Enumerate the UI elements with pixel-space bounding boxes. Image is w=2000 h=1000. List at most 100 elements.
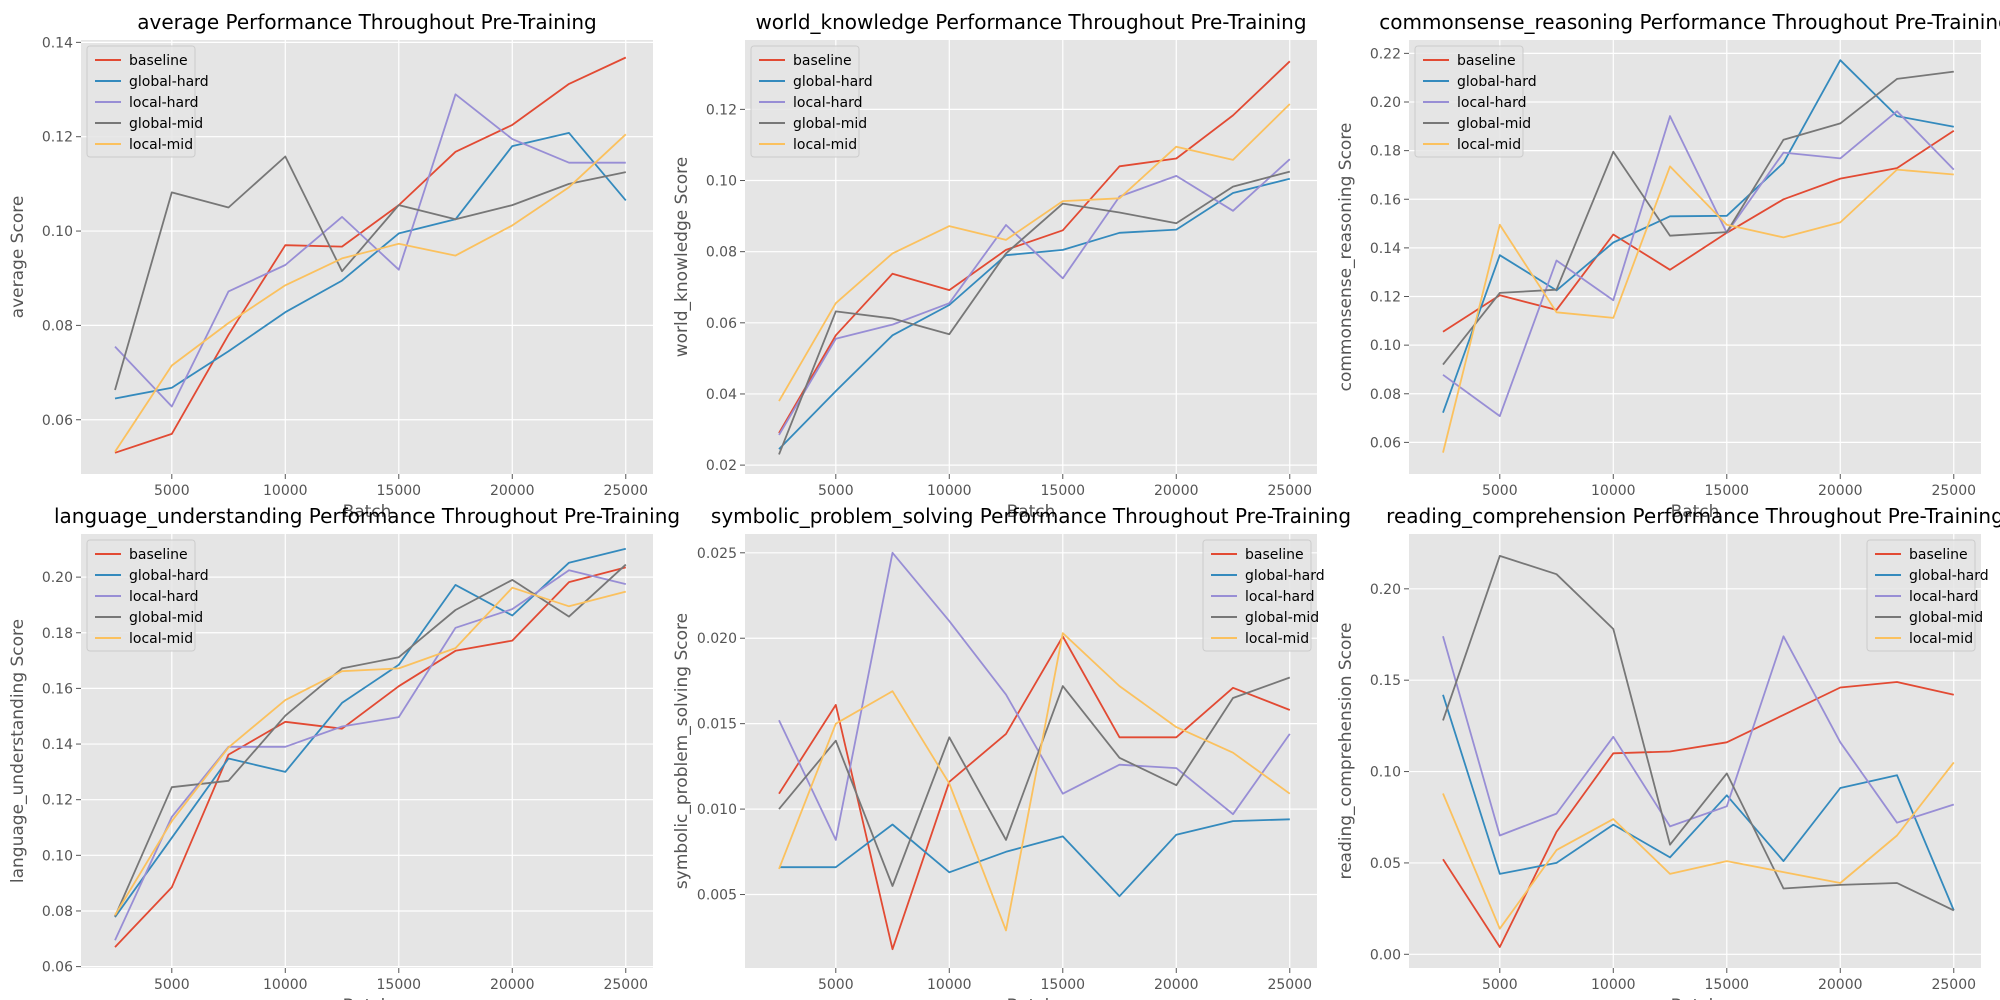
y-axis-label: symbolic_problem_solving Score (672, 613, 692, 889)
series-line-baseline (114, 566, 627, 948)
series-line-global-hard (779, 818, 1290, 898)
x-tick-label: 25000 (1931, 483, 1976, 499)
chart-title: symbolic_problem_solving Performance Thr… (711, 504, 1351, 528)
x-tick-label: 15000 (1041, 483, 1086, 499)
chart-title: language_understanding Performance Throu… (54, 504, 680, 528)
legend-label: baseline (793, 53, 852, 69)
series-line-local-hard (1442, 635, 1955, 837)
x-axis-label: Batch (343, 502, 392, 522)
y-axis-label: commonsense_reasoning Score (1336, 123, 1356, 392)
y-axis-label: average Score (8, 196, 28, 319)
chart-title: average Performance Throughout Pre-Train… (137, 10, 597, 34)
legend-label: local-hard (129, 589, 199, 605)
legend: baseline global-hard local-hard global-mid l… (1202, 539, 1325, 652)
y-tick-label: 0.20 (42, 570, 73, 586)
series-line-global-mid (778, 676, 1291, 887)
legend-label: local-mid (1457, 137, 1521, 153)
x-axis-label: Batch (1007, 996, 1056, 1000)
x-tick-label: 15000 (377, 483, 422, 499)
legend-label: global-mid (129, 610, 203, 626)
legend-label: local-mid (793, 137, 857, 153)
y-tick-label: 0.020 (697, 631, 737, 647)
y-tick-label: 0.02 (706, 458, 737, 474)
legend-label: local-hard (129, 95, 199, 111)
legend-label: global-mid (1245, 610, 1319, 626)
legend-frame (1414, 45, 1524, 158)
legend: baseline global-hard local-hard global-mid l… (750, 45, 873, 158)
y-tick-label: 0.20 (1370, 582, 1401, 598)
series-line-global-hard (1442, 59, 1954, 414)
legend-label: local-hard (1245, 589, 1315, 605)
legend-label: local-mid (129, 137, 193, 153)
x-tick-label: 20000 (1818, 483, 1863, 499)
y-tick-label: 0.08 (42, 318, 73, 334)
series-line-local-mid (1442, 165, 1954, 453)
legend: baseline global-hard local-hard global-mid l… (86, 45, 209, 158)
legend-label: global-hard (793, 74, 873, 90)
y-axis-label: reading_comprehension Score (1336, 622, 1356, 879)
y-tick-label: 0.10 (1370, 765, 1401, 781)
y-axis-label: language_understanding Score (8, 619, 28, 883)
x-tick-label: 5000 (1482, 483, 1518, 499)
legend-label: local-hard (793, 95, 863, 111)
chart-panel-1: 5000 10000 15000 20000 25000 0.06 0.08 0.10 0.12… (8, 10, 653, 522)
chart-title: commonsense_reasoning Performance Throug… (1379, 10, 2000, 34)
series-line-local-hard (114, 569, 627, 941)
x-tick-label: 15000 (1705, 977, 1750, 993)
x-tick-label: 5000 (154, 483, 190, 499)
legend: baseline global-hard local-hard global-mid l… (1866, 539, 1989, 652)
chart-panel-3: 5000 10000 15000 20000 25000 0.06 0.08 0.10 0.12… (1336, 10, 2000, 522)
series-line-global-hard (114, 131, 627, 400)
y-tick-label: 0.20 (1370, 95, 1401, 111)
y-tick-label: 0.08 (1370, 387, 1401, 403)
x-tick-label: 15000 (377, 977, 422, 993)
y-tick-label: 0.14 (42, 737, 73, 753)
x-tick-label: 10000 (1591, 977, 1636, 993)
series-line-local-mid (1442, 761, 1955, 930)
legend-label: baseline (129, 547, 188, 563)
series-line-global-mid (778, 170, 1291, 455)
series-line-baseline (778, 635, 1291, 951)
legend-label: baseline (129, 53, 188, 69)
x-tick-label: 15000 (1705, 483, 1750, 499)
y-tick-label: 0.10 (42, 224, 73, 240)
y-tick-label: 0.14 (42, 35, 73, 51)
y-tick-label: 0.12 (42, 793, 73, 809)
legend-label: local-hard (1909, 589, 1979, 605)
x-tick-label: 10000 (263, 977, 308, 993)
x-tick-label: 25000 (603, 483, 648, 499)
x-tick-label: 10000 (927, 977, 972, 993)
x-tick-label: 25000 (1267, 977, 1312, 993)
y-tick-label: 0.10 (1370, 338, 1401, 354)
chart-panel-2: 5000 10000 15000 20000 25000 0.02 0.04 0.06 0.08… (672, 10, 1317, 522)
legend-label: global-hard (1909, 568, 1989, 584)
legend-frame (86, 45, 196, 158)
legend-label: local-mid (1909, 631, 1973, 647)
y-axis-label: world_knowledge Score (672, 157, 692, 357)
x-axis-label: Batch (1671, 996, 1720, 1000)
y-tick-label: 0.15 (1370, 673, 1401, 689)
x-tick-label: 5000 (818, 483, 854, 499)
y-tick-label: 0.22 (1370, 46, 1401, 62)
y-tick-label: 0.04 (706, 387, 737, 403)
x-tick-label: 20000 (490, 977, 535, 993)
series-line-global-mid (1442, 555, 1955, 912)
y-tick-label: 0.06 (1370, 435, 1401, 451)
legend-label: global-hard (1245, 568, 1325, 584)
chart-panel-4: 5000 10000 15000 20000 25000 0.06 0.08 0.10 0.12… (8, 504, 680, 1000)
x-tick-label: 5000 (154, 977, 190, 993)
x-tick-label: 15000 (1041, 977, 1086, 993)
legend-label: local-mid (129, 631, 193, 647)
y-tick-label: 0.08 (706, 245, 737, 261)
chart-title: reading_comprehension Performance Throug… (1386, 504, 2000, 528)
legend-label: local-mid (1245, 631, 1309, 647)
x-tick-label: 20000 (1154, 483, 1199, 499)
legend-label: global-mid (793, 116, 867, 132)
y-tick-label: 0.08 (42, 904, 73, 920)
legend-label: baseline (1909, 547, 1968, 563)
x-tick-label: 25000 (1931, 977, 1976, 993)
legend-label: global-mid (1457, 116, 1531, 132)
x-tick-label: 10000 (1591, 483, 1636, 499)
legend-label: baseline (1245, 547, 1304, 563)
